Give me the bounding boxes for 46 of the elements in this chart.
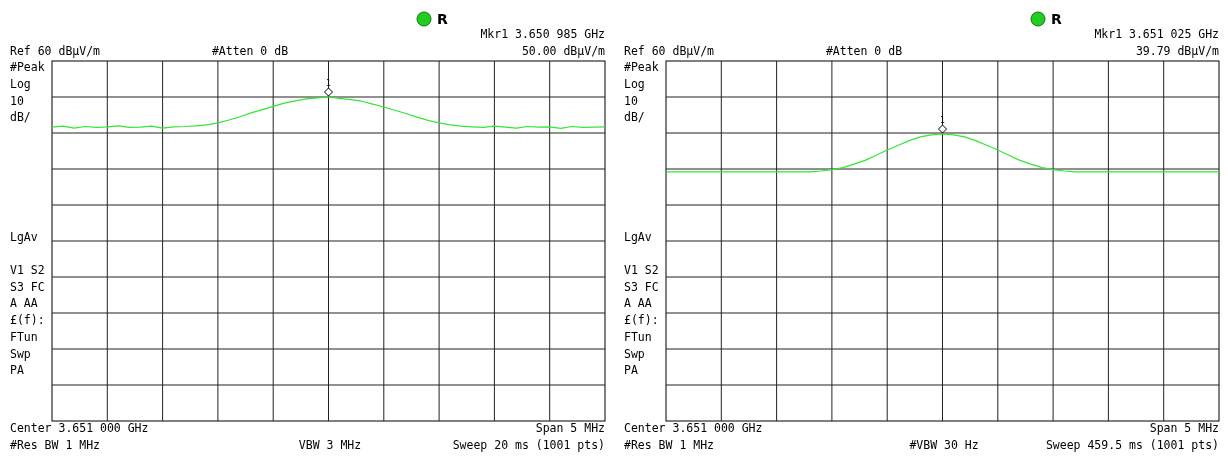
text: LgAv [624, 230, 652, 244]
text: dB/ [624, 110, 645, 124]
text: PA [624, 363, 638, 377]
text: #Res BW 1 MHz [10, 438, 101, 452]
annotation: Span 5 MHz [1149, 421, 1219, 435]
text: VBW 3 MHz [298, 438, 362, 452]
text: Swp [10, 347, 31, 361]
text: LgAv [10, 230, 38, 244]
text: £(f): [624, 313, 659, 327]
text: #Peak [10, 60, 45, 74]
text: Log [10, 77, 31, 91]
text: 10 [10, 94, 24, 108]
text: FTun [10, 330, 38, 344]
text: A AA [10, 296, 38, 310]
text: #Peak [624, 60, 659, 74]
text: R [437, 11, 448, 27]
text: V1 S2 [10, 263, 45, 277]
text: R [1051, 11, 1062, 27]
text: #Res BW 1 MHz [624, 438, 715, 452]
text: dB/ [10, 110, 31, 124]
text: 50.00 dBµV/m [521, 44, 606, 58]
text: Log [624, 77, 645, 91]
text: 10 [624, 94, 638, 108]
text: Sweep 20 ms (1001 pts) [452, 438, 605, 452]
text: S3 FC [10, 280, 45, 294]
text: Mkr1 3.650 985 GHz [480, 27, 605, 41]
text: V1 S2 [624, 263, 659, 277]
text: Ref 60 dBµV/m [10, 44, 101, 58]
annotation: Center 3.651 000 GHz [624, 421, 763, 435]
text: 1 [940, 116, 946, 125]
text: S3 FC [624, 280, 659, 294]
text: Sweep 459.5 ms (1001 pts) [1045, 438, 1219, 452]
text: #VBW 30 Hz [909, 438, 979, 452]
text: A AA [624, 296, 652, 310]
text: Swp [624, 347, 645, 361]
text: £(f): [10, 313, 45, 327]
text: #Atten 0 dB [211, 44, 289, 58]
text: Mkr1 3.651 025 GHz [1094, 27, 1219, 41]
text: Ref 60 dBµV/m [624, 44, 715, 58]
text: Center 3.651 000 GHz [10, 421, 149, 435]
text: 1 [326, 79, 332, 88]
text: FTun [624, 330, 652, 344]
text: Span 5 MHz [535, 421, 605, 435]
text: 39.79 dBµV/m [1135, 44, 1220, 58]
text: PA [10, 363, 24, 377]
text: #Atten 0 dB [825, 44, 903, 58]
